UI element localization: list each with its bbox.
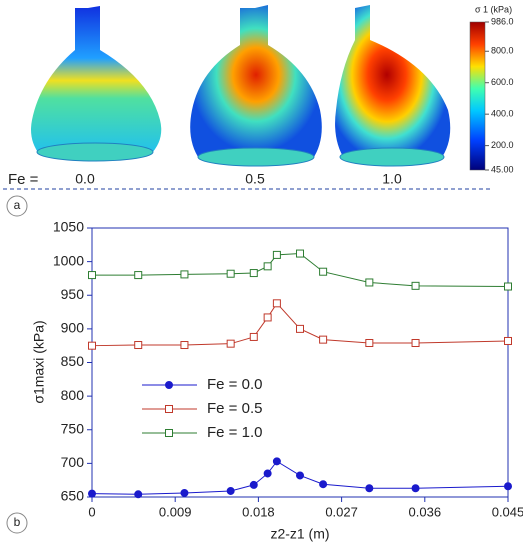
colorbar bbox=[469, 21, 486, 171]
fe-value: 0.0 bbox=[75, 171, 95, 187]
y-tick-label: 1050 bbox=[53, 219, 84, 235]
point bbox=[180, 341, 189, 350]
y-tick-label: 800 bbox=[61, 387, 85, 403]
vase-base bbox=[36, 142, 154, 162]
point bbox=[411, 338, 420, 347]
point bbox=[249, 480, 258, 489]
point bbox=[296, 324, 304, 333]
fe-value: 0.5 bbox=[245, 171, 265, 187]
point bbox=[296, 471, 304, 480]
point bbox=[88, 341, 96, 350]
point bbox=[319, 335, 328, 344]
series-line bbox=[91, 302, 509, 347]
panel-label-circle bbox=[6, 195, 28, 217]
point bbox=[226, 269, 235, 278]
plot-frame bbox=[91, 227, 509, 498]
point bbox=[249, 332, 258, 341]
y-axis-title: σ1maxi (kPa) bbox=[31, 320, 47, 403]
point bbox=[504, 336, 512, 345]
x-axis-title: z2-z1 (m) bbox=[270, 526, 329, 542]
y-tick-label: 950 bbox=[61, 286, 85, 302]
legend-label: Fe = 0.0 bbox=[207, 376, 262, 393]
y-tick-label: 750 bbox=[61, 420, 85, 436]
point bbox=[134, 271, 143, 280]
point bbox=[88, 271, 96, 280]
colorbar-tick-label: 986.0 bbox=[491, 16, 514, 26]
point bbox=[319, 267, 328, 276]
point bbox=[411, 281, 420, 290]
point bbox=[226, 339, 235, 348]
x-tick-label: 0.018 bbox=[242, 504, 275, 519]
fe-prefix: Fe = bbox=[8, 171, 39, 188]
panel-label: a bbox=[14, 198, 21, 212]
point bbox=[249, 269, 258, 278]
point bbox=[365, 278, 374, 287]
point bbox=[272, 457, 281, 466]
vase-base bbox=[339, 147, 445, 167]
point bbox=[272, 299, 281, 308]
legend-label: Fe = 1.0 bbox=[207, 424, 262, 441]
point bbox=[134, 490, 143, 499]
point bbox=[411, 484, 420, 493]
x-tick-label: 0.036 bbox=[409, 504, 442, 519]
y-tick-label: 900 bbox=[61, 320, 85, 336]
vase-base bbox=[197, 147, 315, 167]
point bbox=[365, 338, 374, 347]
y-tick-label: 650 bbox=[61, 488, 85, 504]
colorbar-tick-label: 800.0 bbox=[491, 46, 514, 56]
point bbox=[365, 484, 374, 493]
x-tick-label: 0.027 bbox=[325, 504, 358, 519]
vases bbox=[31, 5, 451, 167]
y-tick-label: 1000 bbox=[53, 252, 84, 268]
point bbox=[504, 282, 512, 291]
x-tick-label: 0.045 bbox=[492, 504, 523, 519]
fe-value: 1.0 bbox=[382, 171, 402, 187]
panel-label-circle bbox=[6, 512, 28, 534]
point bbox=[180, 488, 189, 497]
point bbox=[226, 486, 235, 495]
point bbox=[134, 341, 143, 350]
point bbox=[263, 313, 272, 322]
point bbox=[272, 250, 281, 259]
x-tick-label: 0 bbox=[88, 504, 95, 519]
point bbox=[88, 489, 96, 498]
panel-label: b bbox=[14, 515, 21, 529]
point bbox=[180, 270, 189, 279]
vase bbox=[335, 5, 451, 160]
y-tick-label: 700 bbox=[61, 454, 85, 470]
y-tick-label: 850 bbox=[61, 353, 85, 369]
series-line bbox=[92, 253, 509, 288]
series-line bbox=[91, 460, 509, 495]
legend-marker bbox=[165, 405, 173, 413]
colorbar-tick-label: 200.0 bbox=[491, 140, 514, 150]
colorbar-title: σ 1 (kPa) bbox=[475, 4, 512, 14]
legend-label: Fe = 0.5 bbox=[207, 400, 262, 417]
x-tick-label: 0.009 bbox=[159, 504, 192, 519]
vase bbox=[190, 5, 322, 160]
point bbox=[319, 480, 328, 489]
colorbar-tick-label: 400.0 bbox=[491, 109, 514, 119]
point bbox=[263, 469, 272, 478]
colorbar-tick-label: 45.00 bbox=[491, 164, 514, 174]
point bbox=[263, 262, 272, 271]
vase bbox=[31, 6, 162, 155]
legend-marker bbox=[165, 429, 173, 437]
colorbar-tick-label: 600.0 bbox=[491, 77, 514, 87]
point bbox=[296, 249, 304, 258]
legend-marker bbox=[165, 381, 173, 389]
point bbox=[504, 482, 512, 491]
